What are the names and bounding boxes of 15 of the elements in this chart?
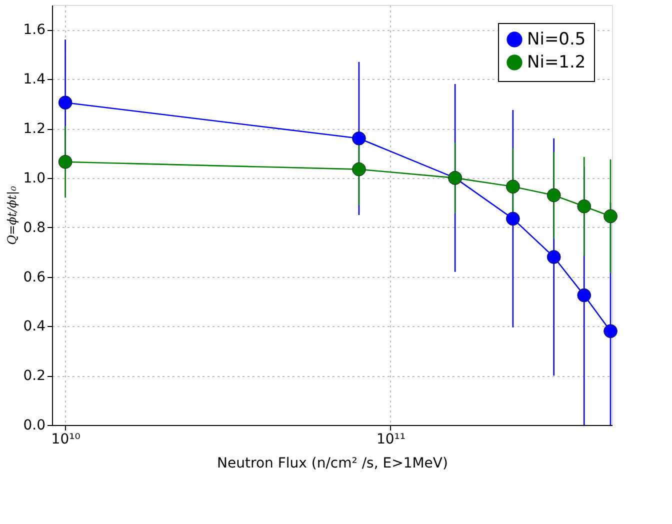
y-tick-label: 0.8 bbox=[23, 220, 46, 236]
y-tick-label: 0.2 bbox=[23, 368, 46, 384]
x-tick-label: 10¹¹ bbox=[376, 432, 406, 448]
y-tick-label: 1.0 bbox=[23, 170, 46, 186]
y-tick-label: 0.4 bbox=[23, 318, 46, 335]
x-tick-label: 10¹⁰ bbox=[51, 432, 81, 448]
y-tick-label: 1.6 bbox=[23, 22, 46, 38]
legend-label: Ni=0.5 bbox=[527, 30, 586, 50]
y-tick-label: 0.6 bbox=[23, 269, 46, 286]
y-axis-title: Q=ϕt/ϕt|₀ bbox=[5, 186, 20, 245]
y-tick-label: 1.2 bbox=[23, 121, 46, 138]
y-tick-label: 0.0 bbox=[23, 418, 46, 434]
x-axis-title: Neutron Flux (n/cm² /s, E>1MeV) bbox=[217, 456, 448, 472]
y-tick-label: 1.4 bbox=[23, 72, 46, 88]
legend-label: Ni=1.2 bbox=[527, 52, 586, 72]
